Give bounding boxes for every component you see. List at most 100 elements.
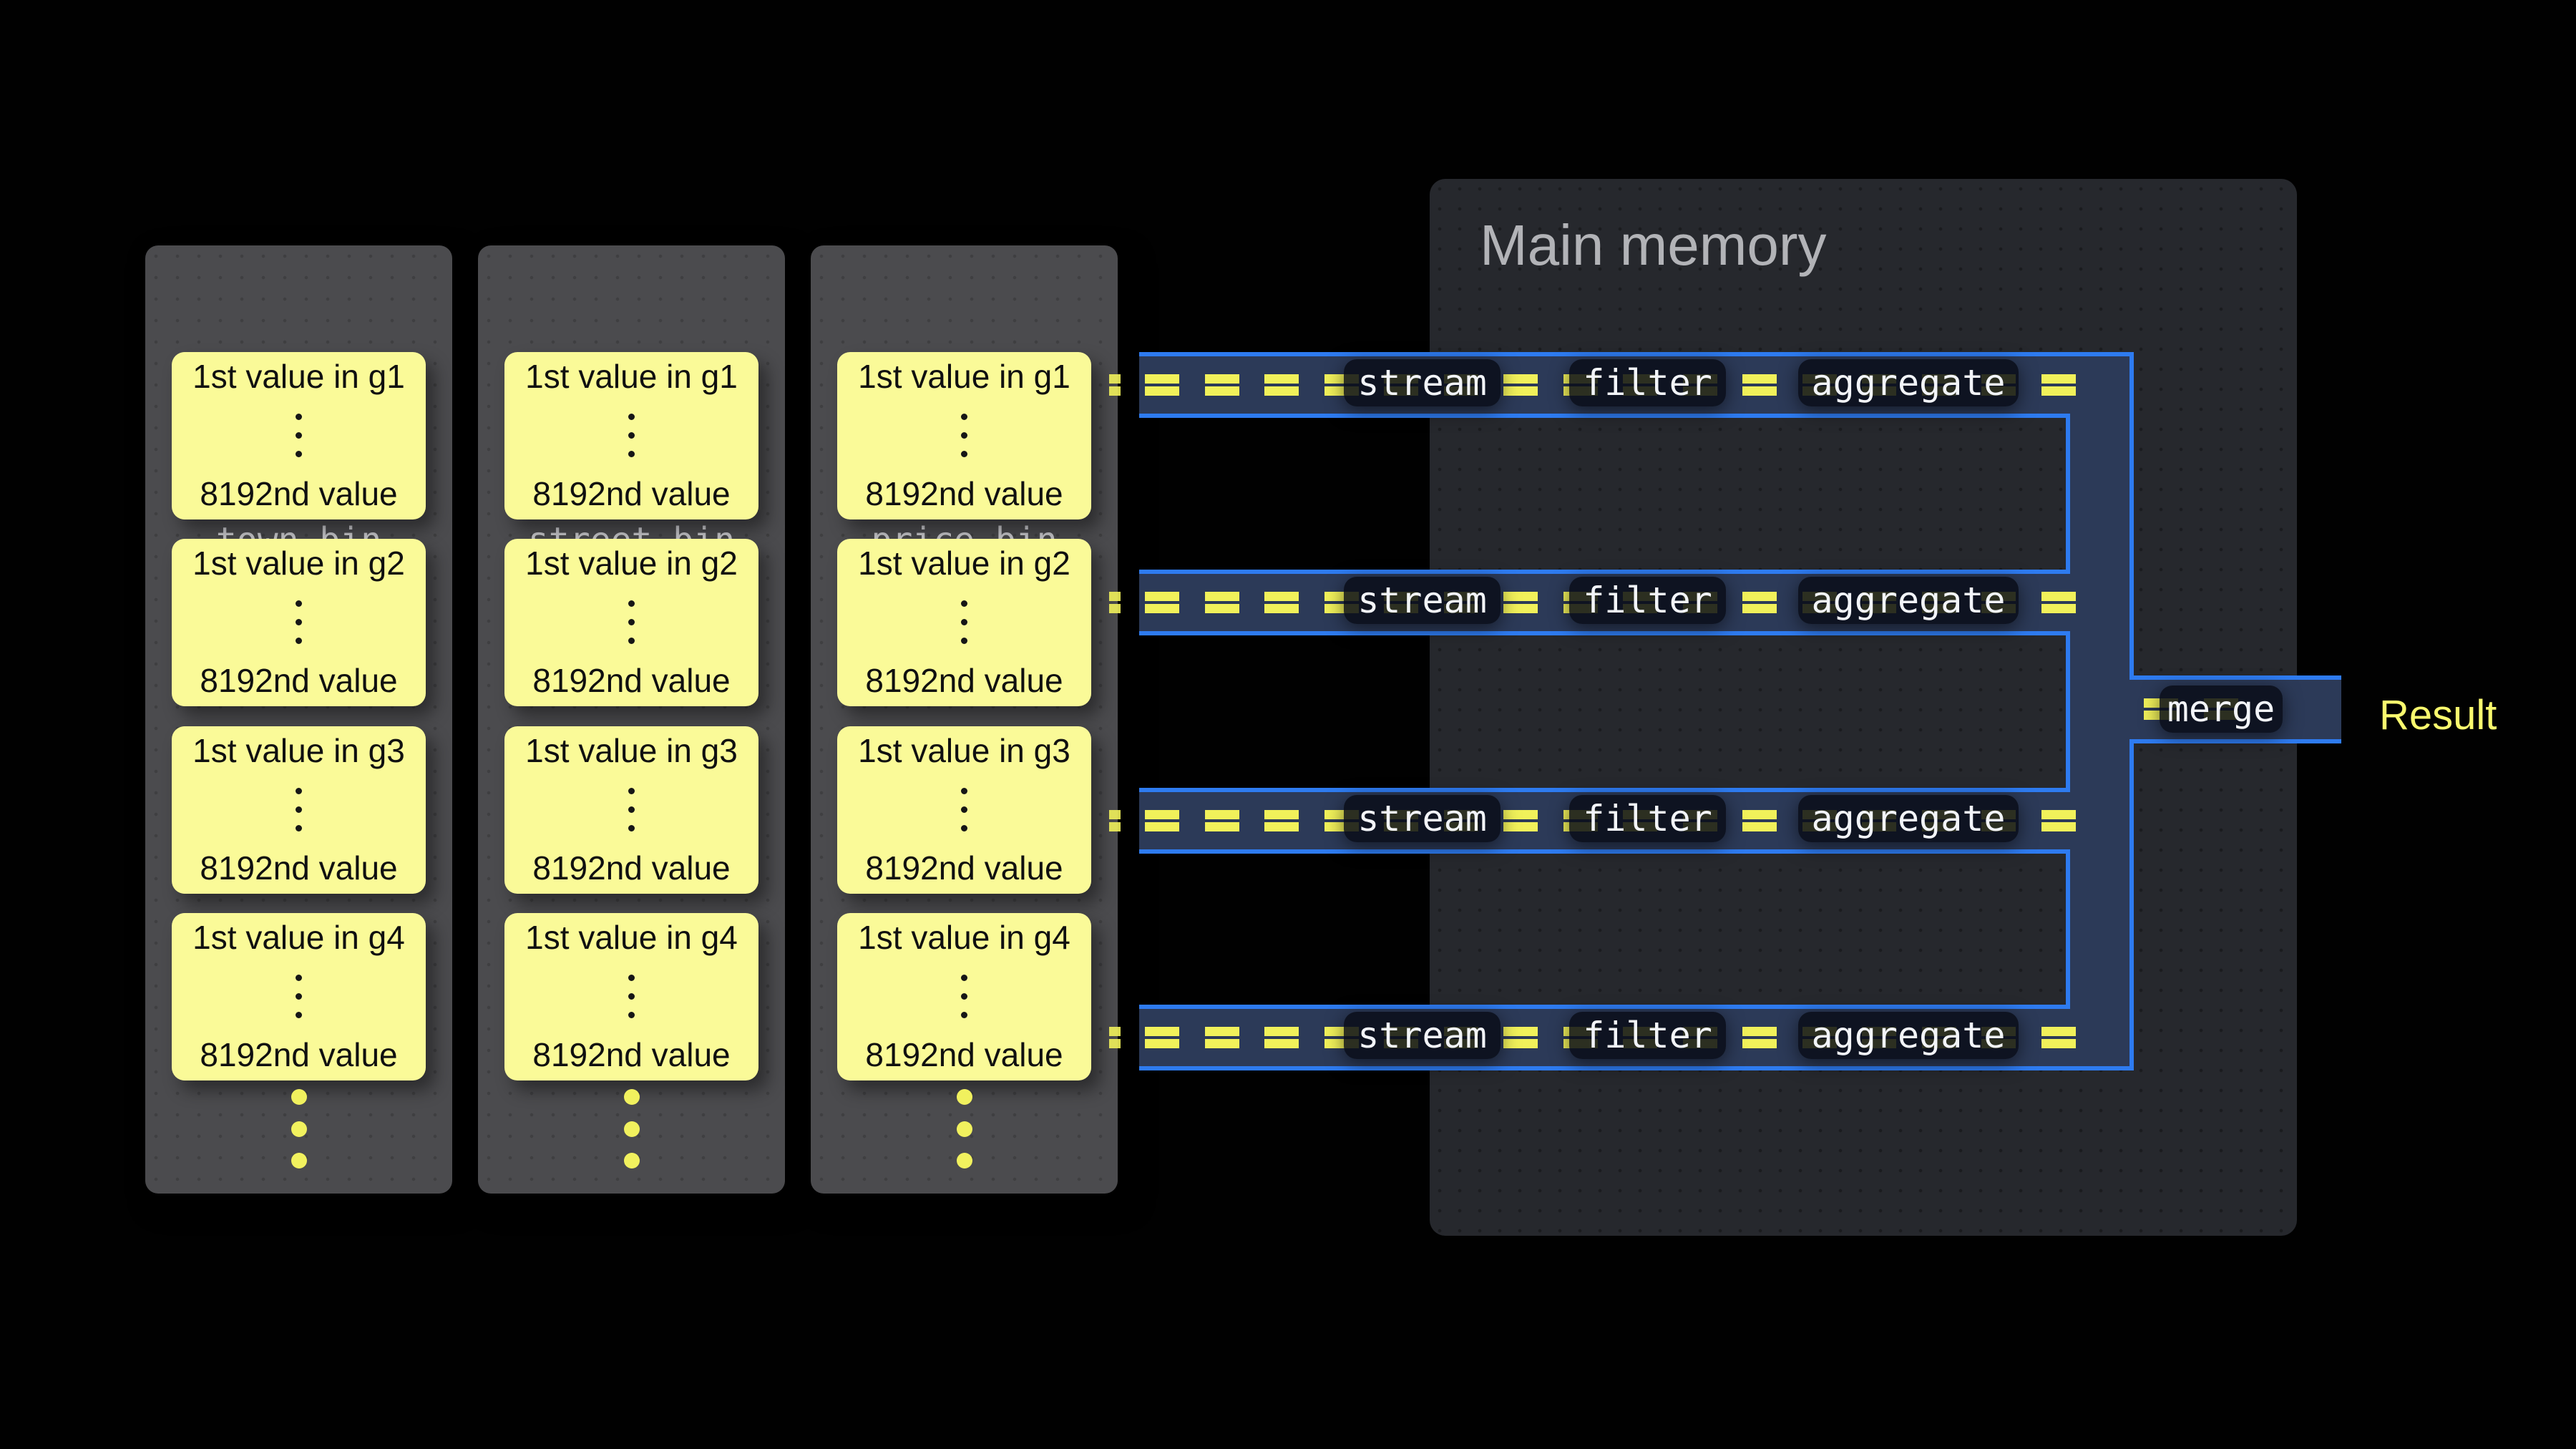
data-chunk-icon — [1109, 592, 1121, 613]
block-first-value-label: 1st value in g2 — [858, 545, 1070, 582]
block-last-value-label: 8192nd value — [200, 662, 398, 699]
block-first-value-label: 1st value in g4 — [525, 919, 738, 956]
ellipsis-dot-icon — [296, 824, 302, 831]
stage-box-filter: filter — [1569, 1012, 1726, 1059]
ellipsis-dot-icon — [628, 974, 635, 981]
data-chunk-icon — [1264, 592, 1299, 613]
data-chunk-icon — [1264, 810, 1299, 831]
ellipsis-dot-icon — [296, 431, 302, 439]
stage-box-stream: stream — [1344, 795, 1501, 842]
stage-label-stream: stream — [1357, 1015, 1487, 1056]
block-last-value-label: 8192nd value — [865, 662, 1063, 699]
column-more-groups-dot-icon — [623, 1089, 640, 1105]
block-first-value-label: 1st value in g1 — [525, 358, 738, 395]
ellipsis-dot-icon — [961, 413, 967, 420]
main-memory-title: Main memory — [1480, 213, 1827, 277]
ellipsis-dot-icon — [961, 806, 967, 813]
ellipsis-dot-icon — [628, 806, 635, 813]
vertical-connector-left-border — [2066, 631, 2070, 792]
block-ellipsis-icon — [296, 974, 302, 1018]
block-ellipsis-icon — [296, 787, 302, 831]
vector-block-g3: 1st value in g3 8192nd value — [504, 726, 758, 894]
vertical-connector-right-border — [2129, 739, 2134, 1070]
block-ellipsis-icon — [961, 974, 967, 1018]
ellipsis-dot-icon — [628, 600, 635, 607]
pipe-border-bottom — [1139, 849, 2070, 854]
ellipsis-dot-icon — [296, 618, 302, 625]
ellipsis-dot-icon — [296, 1011, 302, 1018]
block-first-value-label: 1st value in g1 — [192, 358, 405, 395]
block-last-value-label: 8192nd value — [532, 475, 731, 512]
pipe-border-top — [1139, 788, 2070, 792]
block-last-value-label: 8192nd value — [532, 849, 731, 887]
merge-band-top-border — [2133, 675, 2341, 680]
ellipsis-dot-icon — [961, 824, 967, 831]
vector-block-g3: 1st value in g3 8192nd value — [837, 726, 1091, 894]
ellipsis-dot-icon — [296, 974, 302, 981]
block-first-value-label: 1st value in g3 — [858, 732, 1070, 769]
vertical-connector-left-border — [2066, 414, 2070, 574]
ellipsis-dot-icon — [628, 431, 635, 439]
data-chunk-icon — [1742, 374, 1777, 396]
ellipsis-dot-icon — [961, 787, 967, 794]
data-chunk-icon — [2041, 592, 2076, 613]
column-more-groups-dot-icon — [623, 1121, 640, 1137]
stage-box-stream: stream — [1344, 1012, 1501, 1059]
ellipsis-dot-icon — [961, 1011, 967, 1018]
pipe-border-top — [1139, 1005, 2070, 1009]
block-last-value-label: 8192nd value — [200, 1036, 398, 1073]
ellipsis-dot-icon — [961, 974, 967, 981]
ellipsis-dot-icon — [296, 600, 302, 607]
data-chunk-icon — [1145, 1027, 1179, 1048]
vertical-connector-left-border — [2066, 849, 2070, 1009]
block-ellipsis-icon — [628, 600, 635, 644]
block-first-value-label: 1st value in g4 — [192, 919, 405, 956]
ellipsis-dot-icon — [296, 992, 302, 1000]
stage-label-filter: filter — [1583, 1015, 1712, 1056]
ellipsis-dot-icon — [628, 992, 635, 1000]
stage-box-aggregate: aggregate — [1798, 359, 2019, 406]
block-first-value-label: 1st value in g3 — [192, 732, 405, 769]
stage-box-filter: filter — [1569, 577, 1726, 624]
stage-label-filter: filter — [1583, 362, 1712, 404]
stage-label-aggregate: aggregate — [1811, 1015, 2006, 1056]
ellipsis-dot-icon — [961, 600, 967, 607]
vector-block-g4: 1st value in g4 8192nd value — [504, 913, 758, 1080]
block-first-value-label: 1st value in g2 — [525, 545, 738, 582]
data-chunk-icon — [1742, 810, 1777, 831]
ellipsis-dot-icon — [296, 787, 302, 794]
vector-block-g1: 1st value in g1 8192nd value — [504, 352, 758, 519]
data-chunk-icon — [2041, 374, 2076, 396]
data-chunk-icon — [1264, 1027, 1299, 1048]
stage-box-aggregate: aggregate — [1798, 1012, 2019, 1059]
data-chunk-icon — [1204, 374, 1239, 396]
vector-block-g2: 1st value in g2 8192nd value — [837, 539, 1091, 706]
block-ellipsis-icon — [961, 600, 967, 644]
data-chunk-icon — [1204, 592, 1239, 613]
stage-label-aggregate: aggregate — [1811, 362, 2006, 404]
block-first-value-label: 1st value in g1 — [858, 358, 1070, 395]
column-more-groups-dot-icon — [956, 1121, 972, 1137]
stage-box-stream: stream — [1344, 359, 1501, 406]
block-ellipsis-icon — [296, 600, 302, 644]
merge-box: merge — [2160, 686, 2283, 733]
data-chunk-icon — [1204, 1027, 1239, 1048]
vertical-connector — [2066, 352, 2134, 1070]
data-chunk-icon — [1503, 810, 1538, 831]
block-ellipsis-icon — [628, 787, 635, 831]
data-chunk-icon — [2041, 810, 2076, 831]
column-more-groups-dot-icon — [956, 1089, 972, 1105]
block-ellipsis-icon — [628, 413, 635, 457]
ellipsis-dot-icon — [961, 637, 967, 644]
vector-block-g3: 1st value in g3 8192nd value — [172, 726, 426, 894]
data-chunk-icon — [1742, 1027, 1777, 1048]
data-chunk-icon — [1109, 1027, 1121, 1048]
pipe-border-bottom — [1139, 414, 2070, 418]
block-first-value-label: 1st value in g2 — [192, 545, 405, 582]
stage-label-filter: filter — [1583, 580, 1712, 621]
stage-label-stream: stream — [1357, 580, 1487, 621]
ellipsis-dot-icon — [961, 450, 967, 457]
ellipsis-dot-icon — [296, 413, 302, 420]
